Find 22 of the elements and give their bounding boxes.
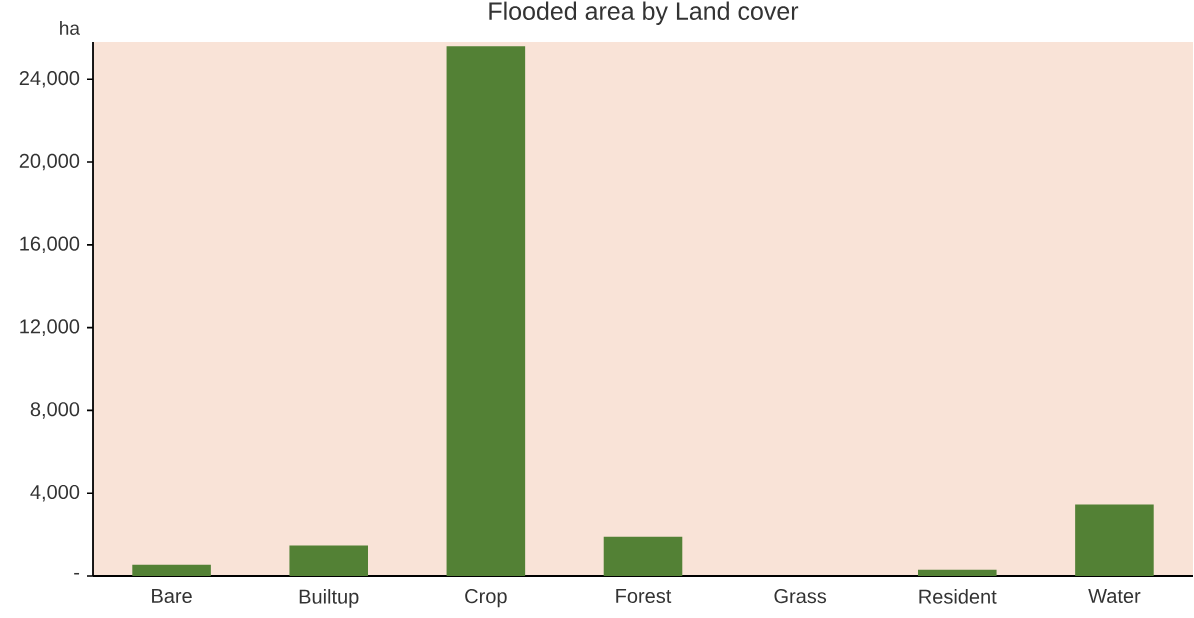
bar xyxy=(1075,504,1154,576)
bar xyxy=(917,569,997,576)
y-tick-label: 12,000 xyxy=(20,319,80,336)
y-tick-label: 20,000 xyxy=(19,153,80,171)
chart-title: Flooded area by Land cover xyxy=(489,1,799,25)
x-tick-label: Forest xyxy=(616,589,672,604)
y-tick-label: 24,000 xyxy=(19,71,80,88)
bar xyxy=(132,564,211,576)
x-tick-label: Water xyxy=(1088,589,1141,604)
y-tick-label: 8,000 xyxy=(30,402,80,419)
x-tick-label: Bare xyxy=(152,589,192,604)
y-tick-label: - xyxy=(74,572,80,575)
x-tick-label: Grass xyxy=(774,589,827,604)
x-tick-label: Builtup xyxy=(299,589,359,608)
bar xyxy=(289,545,368,576)
x-tick-label: Resident xyxy=(919,589,997,604)
bar xyxy=(603,536,683,576)
y-tick-label: 4,000 xyxy=(30,484,80,502)
bar xyxy=(446,46,526,576)
x-tick-label: Crop xyxy=(465,589,507,608)
y-tick-label: 16,000 xyxy=(20,236,80,254)
y-axis-title: ha xyxy=(60,20,80,35)
